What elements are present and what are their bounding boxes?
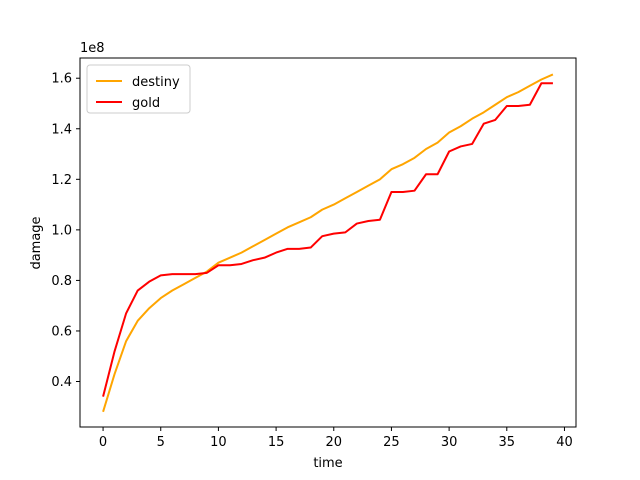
x-tick-label: 20 bbox=[325, 435, 342, 450]
y-tick-label: 0.8 bbox=[51, 274, 72, 289]
series-line-gold bbox=[102, 82, 553, 397]
x-tick-label: 35 bbox=[499, 435, 516, 450]
y-tick-label: 0.6 bbox=[51, 324, 72, 339]
axes-frame bbox=[79, 57, 577, 428]
y-axis-label: damage bbox=[29, 216, 44, 269]
x-tick-label: 15 bbox=[268, 435, 285, 450]
legend: destiny gold bbox=[86, 64, 191, 114]
plot-area: 0 5 10 15 20 25 30 35 40 0.4 0.6 0.8 1.0 1.2 1.4 1.6 des… bbox=[51, 57, 577, 450]
legend-label-destiny: destiny bbox=[132, 75, 180, 90]
y-offset-text: 1e8 bbox=[80, 41, 105, 56]
x-tick-label: 40 bbox=[556, 435, 573, 450]
legend-label-gold: gold bbox=[132, 96, 160, 111]
y-tick-label: 1.2 bbox=[51, 173, 72, 188]
y-tick-label: 1.6 bbox=[51, 72, 72, 87]
x-tick-label: 25 bbox=[383, 435, 400, 450]
x-tick-label: 10 bbox=[210, 435, 227, 450]
series-line-destiny bbox=[102, 73, 554, 413]
x-axis-label: time bbox=[313, 456, 342, 471]
x-tick-label: 30 bbox=[441, 435, 458, 450]
x-tick-label: 5 bbox=[157, 435, 165, 450]
x-tick-label: 0 bbox=[99, 435, 107, 450]
y-tick-label: 1.4 bbox=[51, 122, 72, 137]
y-tick-label: 1.0 bbox=[51, 223, 72, 238]
y-tick-label: 0.4 bbox=[51, 375, 72, 390]
